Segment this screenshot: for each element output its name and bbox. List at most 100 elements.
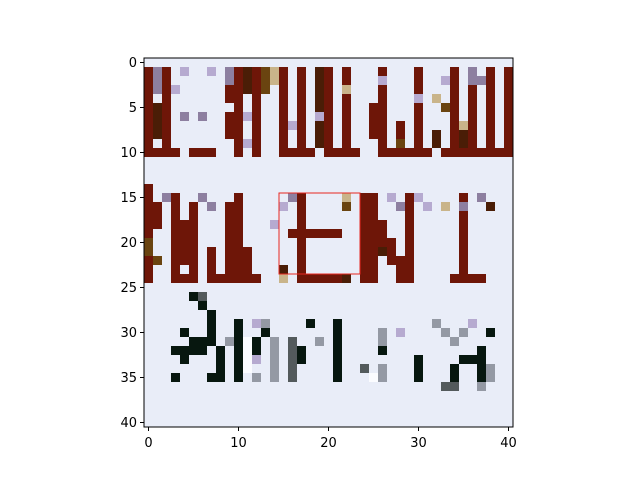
heatmap-cell <box>153 256 162 265</box>
heatmap-cell <box>477 346 486 382</box>
heatmap-cell <box>486 328 495 337</box>
heatmap-cell <box>288 121 297 130</box>
heatmap-cell <box>144 67 153 157</box>
heatmap-cell <box>198 301 207 310</box>
heatmap-cell <box>270 220 279 229</box>
heatmap-cell <box>153 67 162 94</box>
heatmap-cell <box>288 337 297 364</box>
heatmap-cell <box>342 193 351 202</box>
heatmap-cell <box>432 94 441 103</box>
heatmap-cell <box>252 67 261 157</box>
heatmap-cell <box>459 202 468 211</box>
heatmap-cell <box>468 85 477 148</box>
x-tick-label: 10 <box>230 436 247 451</box>
heatmap-cell <box>216 274 225 283</box>
heatmap-cell <box>369 193 378 283</box>
heatmap-cell <box>387 148 432 157</box>
heatmap-cell <box>378 328 387 346</box>
heatmap-cell <box>243 112 252 121</box>
heatmap-cell <box>306 229 315 238</box>
heatmap-cell <box>486 364 495 382</box>
heatmap-cell <box>198 193 207 202</box>
heatmap-cell <box>189 337 207 346</box>
heatmap-cell <box>450 364 459 382</box>
heatmap-cell <box>189 148 216 157</box>
heatmap-cell <box>225 112 234 139</box>
heatmap-cell <box>369 373 378 382</box>
heatmap-cell <box>279 265 288 274</box>
heatmap-cell <box>243 139 252 148</box>
heatmap-cell <box>288 229 297 238</box>
heatmap-cell <box>279 274 288 283</box>
heatmap-cell <box>360 364 369 373</box>
heatmap-cell <box>342 85 351 94</box>
heatmap-cell <box>297 346 306 364</box>
heatmap-cell <box>468 67 477 85</box>
heatmap-cell <box>450 337 459 346</box>
heatmap-cell <box>459 355 477 364</box>
heatmap-cell <box>441 148 486 157</box>
heatmap-cell <box>207 247 216 283</box>
heatmap-cell <box>153 148 180 157</box>
heatmap-cell <box>225 85 234 103</box>
heatmap-cell <box>396 139 405 148</box>
heatmap-cell <box>342 274 351 283</box>
heatmap-cell <box>279 67 288 157</box>
heatmap-cell <box>378 346 387 355</box>
heatmap-cell <box>342 202 351 211</box>
heatmap-cell <box>477 148 513 157</box>
x-tick-label: 40 <box>500 436 517 451</box>
y-tick-label: 20 <box>120 236 137 251</box>
heatmap-cell <box>315 229 324 238</box>
heatmap-cell <box>225 337 234 346</box>
heatmap-cell <box>396 256 405 283</box>
heatmap-cell <box>441 202 450 211</box>
heatmap-cell <box>342 67 351 157</box>
heatmap-cell <box>396 328 405 337</box>
heatmap-cell <box>243 337 252 373</box>
heatmap-cell <box>252 274 261 283</box>
x-tick-label: 20 <box>320 436 337 451</box>
y-tick-label: 40 <box>120 416 137 431</box>
heatmap-cell <box>261 328 270 337</box>
heatmap-cell <box>378 364 387 382</box>
heatmap-cell <box>270 364 279 382</box>
heatmap-cell <box>459 121 468 130</box>
y-axis-ticks: 0 5 10 15 20 25 30 35 40 <box>120 56 144 431</box>
heatmap-cell <box>261 319 270 328</box>
heatmap-cell <box>387 193 396 202</box>
heatmap-cell <box>144 238 153 256</box>
heatmap-cell <box>459 328 468 337</box>
heatmap-cell <box>459 193 468 283</box>
heatmap-cell <box>414 67 423 157</box>
heatmap-cell <box>243 247 252 283</box>
y-tick-label: 0 <box>129 56 137 71</box>
heatmap-cell <box>189 202 198 283</box>
heatmap-cell <box>477 76 486 85</box>
heatmap-cell <box>441 76 450 85</box>
heatmap-cell <box>261 67 270 94</box>
heatmap-cell <box>297 67 306 157</box>
heatmap-cell <box>144 184 153 283</box>
heatmap-cell <box>414 355 423 382</box>
heatmap-cell <box>180 220 189 265</box>
heatmap-cell <box>288 364 297 382</box>
heatmap-cell <box>171 346 207 355</box>
heatmap-cell <box>306 319 315 328</box>
heatmap-cell <box>180 112 189 121</box>
heatmap-cell <box>459 130 468 148</box>
heatmap-cell <box>315 112 324 121</box>
heatmap-cell <box>396 121 405 148</box>
heatmap-cell <box>252 373 261 382</box>
heatmap-cells <box>144 58 513 427</box>
heatmap-cell <box>333 148 360 157</box>
heatmap-cell <box>171 373 180 382</box>
heatmap-cell <box>207 373 216 382</box>
heatmap-cell <box>180 328 189 337</box>
y-tick-label: 10 <box>120 146 137 161</box>
heatmap-cell <box>432 319 441 328</box>
heatmap-cell <box>378 67 387 157</box>
heatmap-cell <box>315 337 324 346</box>
heatmap-cell <box>162 67 171 157</box>
heatmap-cell <box>369 103 378 139</box>
